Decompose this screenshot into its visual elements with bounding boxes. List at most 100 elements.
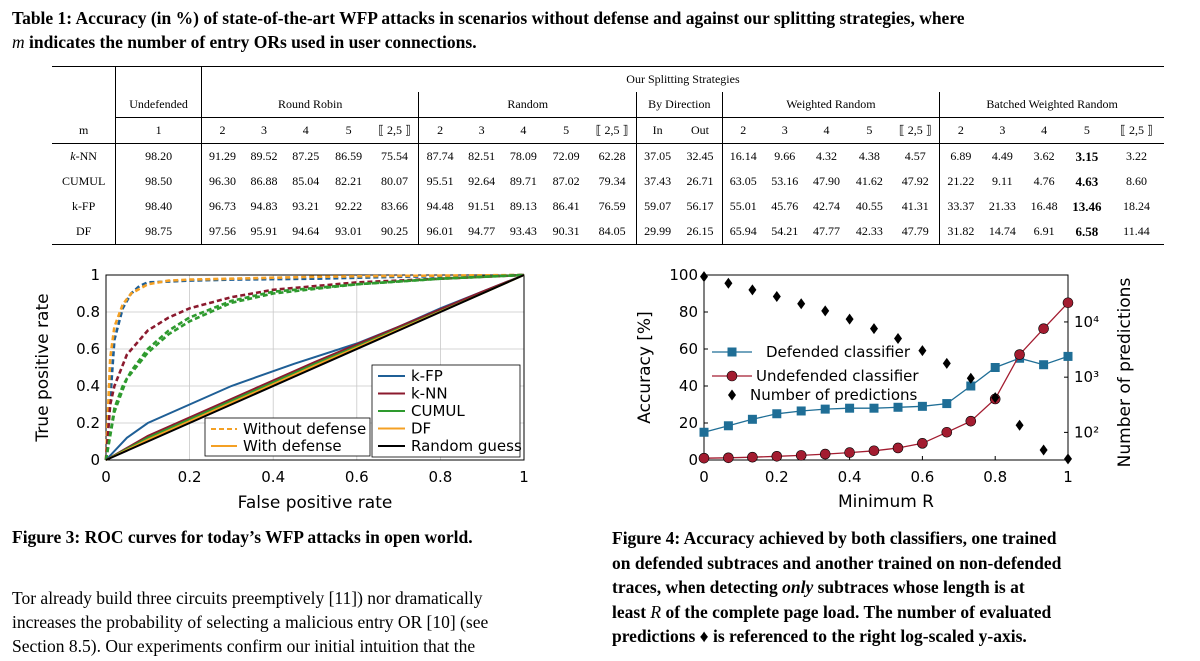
data-cell: 14.74 — [981, 219, 1024, 245]
roc-curve-cumul-dashed — [104, 273, 525, 461]
data-cell: 26.71 — [678, 169, 723, 194]
roc-curve-df-dashed — [104, 273, 525, 461]
y-tick-label: 60 — [679, 340, 698, 358]
m-cell: 3 — [781, 123, 788, 137]
header-undefended: Undefended — [115, 92, 202, 118]
data-cell: 4.32 — [805, 143, 848, 169]
data-cell: 54.21 — [763, 219, 806, 245]
defended-marker — [772, 409, 782, 419]
data-cell: 72.09 — [544, 143, 589, 169]
legend-undefended-label: Undefended classifier — [756, 367, 919, 385]
undefended-marker — [1014, 349, 1025, 360]
data-cell: 78.09 — [502, 143, 545, 169]
data-cell-best: 4.63 — [1075, 174, 1099, 189]
body-line: Section 8.5). Our experiments confirm ou… — [12, 636, 476, 656]
data-cell: 6.91 — [1023, 219, 1065, 245]
undefended-marker — [965, 415, 977, 427]
figure4-caption-line: on defended subtraces and another traine… — [612, 552, 1062, 573]
figure4-caption-part: least — [612, 601, 647, 622]
predictions-marker — [1039, 444, 1048, 456]
legend-attack-label: k-NN — [411, 385, 448, 403]
data-cell: 91.51 — [468, 199, 496, 213]
x-tick-label: 1 — [1063, 468, 1073, 486]
x-axis-label: Minimum R — [838, 492, 934, 512]
data-cell: 8.60 — [1125, 174, 1147, 188]
data-cell: 86.59 — [326, 143, 371, 169]
data-cell: 59.07 — [644, 199, 672, 213]
predictions-marker — [1015, 419, 1024, 431]
predictions-marker — [700, 271, 708, 283]
data-cell: 96.01 — [418, 219, 461, 245]
plot-frame — [703, 274, 1069, 461]
x-tick-label: 0.6 — [910, 468, 934, 486]
m-cell: ⟦ 2,5 ⟧ — [1120, 123, 1153, 137]
data-cell: 4.57 — [891, 143, 941, 169]
figure4-caption-part: subtraces whose length is at — [817, 577, 1025, 597]
data-cell: 95.51 — [426, 174, 454, 188]
y-tick-label: 80 — [679, 303, 698, 321]
data-cell: 40.55 — [855, 199, 883, 213]
m-cell: 2 — [740, 123, 747, 137]
figure4-caption-r: R — [650, 601, 662, 622]
undefended-marker — [819, 448, 831, 460]
data-cell: 75.54 — [370, 143, 420, 169]
m-cell: 3 — [999, 123, 1006, 137]
data-cell: 9.11 — [992, 174, 1013, 188]
data-cell: 90.31 — [544, 219, 589, 245]
table-group-header-row: Our Splitting Strategies — [52, 66, 1164, 92]
defended-classifier-line — [703, 355, 1069, 433]
data-cell: 62.28 — [588, 143, 637, 169]
defended-marker — [723, 421, 733, 431]
data-cell: 56.17 — [678, 194, 723, 219]
accuracy-table: Our Splitting Strategies Undefended Roun… — [52, 66, 1164, 245]
legend-styles-box — [204, 417, 371, 457]
row-label: k-NN — [52, 143, 117, 169]
m-cell: 4 — [1041, 123, 1048, 137]
data-cell: 41.62 — [855, 174, 883, 188]
data-cell: 65.94 — [722, 219, 764, 245]
roc-curve-k-nn-solid — [105, 274, 525, 461]
figure4-caption-part: traces, when detecting — [612, 577, 778, 597]
legend-attack-label: DF — [411, 420, 431, 438]
x-tick-label: 0.2 — [178, 468, 202, 486]
data-cell: 26.15 — [678, 219, 723, 245]
undefended-marker — [892, 442, 904, 454]
predictions-marker — [894, 333, 903, 345]
x-tick-label: 0 — [699, 468, 709, 486]
m-cell: 5 — [1083, 123, 1090, 137]
m-cell: ⟦ 2,5 ⟧ — [588, 117, 637, 144]
undefended-marker — [917, 438, 928, 449]
legend-style-label: Without defense — [243, 420, 366, 438]
undefended-marker — [795, 450, 807, 461]
y2-tick-label: 10² — [1074, 423, 1099, 441]
defended-marker — [917, 401, 927, 411]
data-cell: 16.48 — [1030, 199, 1058, 213]
table-caption: Table 1: Accuracy (in %) of state-of-the… — [12, 6, 1188, 54]
header-by-direction: By Direction — [636, 92, 723, 118]
data-cell: 42.74 — [813, 199, 841, 213]
data-cell: 86.41 — [552, 199, 580, 213]
table-row-cumul: CUMUL 98.50 96.30 86.88 85.04 82.21 80.0… — [52, 169, 1164, 194]
legend-predictions-label: Number of predictions — [750, 386, 918, 404]
data-cell: 6.89 — [939, 143, 982, 169]
table-caption-bold: Table 1: Accuracy (in %) of state-of-the… — [12, 8, 965, 28]
data-cell: 94.64 — [284, 219, 327, 245]
data-cell: 92.22 — [335, 199, 363, 213]
roc-curve-k-fp-dashed — [104, 273, 525, 461]
x-tick-label: 0.6 — [345, 468, 369, 486]
defended-marker — [966, 381, 976, 391]
predictions-marker — [797, 298, 806, 310]
row-label: DF — [52, 219, 117, 245]
x-axis-label: False positive rate — [238, 493, 393, 513]
data-cell: 84.05 — [588, 219, 637, 245]
data-cell: 33.37 — [947, 199, 975, 213]
data-cell: 94.48 — [426, 199, 454, 213]
predictions-marker — [772, 291, 781, 303]
data-cell: 98.75 — [115, 219, 202, 245]
data-cell: 90.25 — [370, 219, 420, 245]
data-cell: 92.64 — [468, 174, 496, 188]
data-cell: 4.76 — [1033, 174, 1055, 188]
x-tick-label: 0.4 — [838, 468, 862, 486]
undefended-marker — [1062, 297, 1074, 309]
data-cell: 42.33 — [847, 219, 892, 245]
